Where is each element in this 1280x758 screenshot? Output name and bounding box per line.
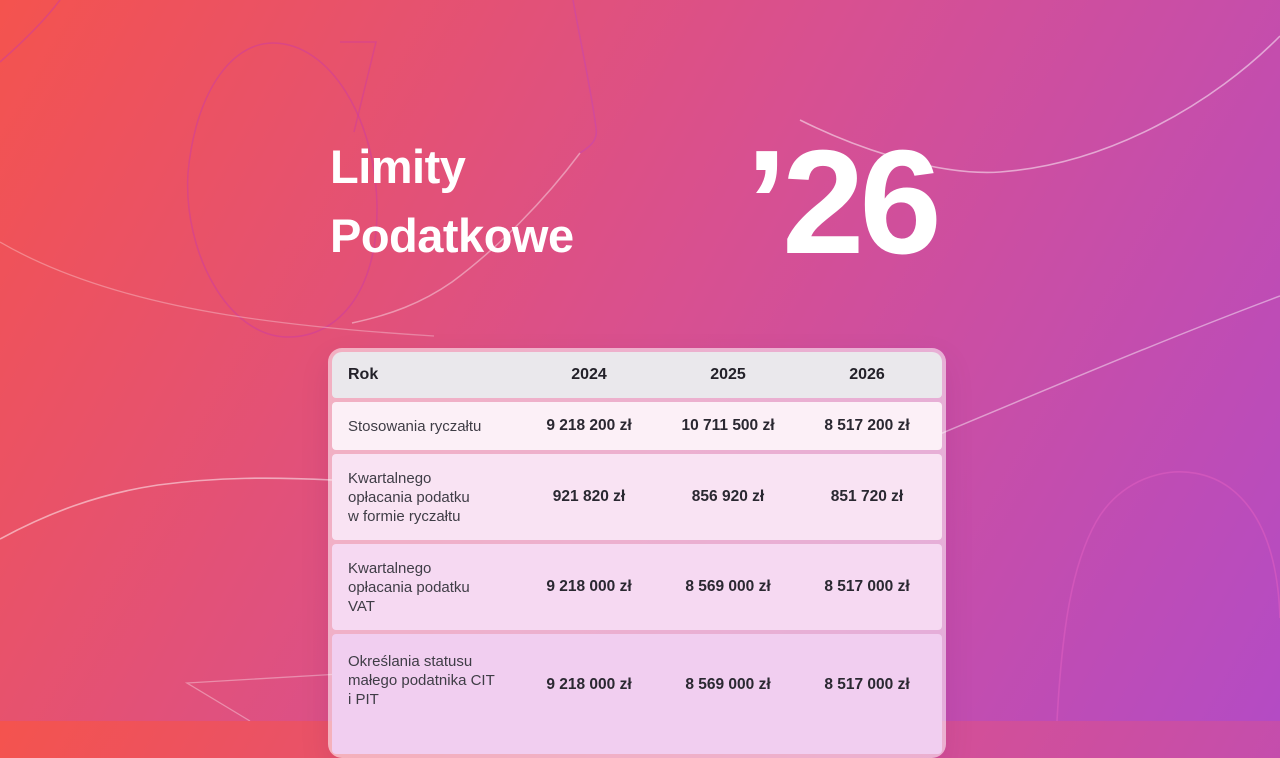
tax-limits-table: Rok 2024 2025 2026 Stosowania ryczałtu 9… bbox=[328, 348, 946, 758]
title-line-1: Limity bbox=[330, 140, 466, 193]
row-value-2024: 921 820 zł bbox=[552, 488, 626, 505]
year-badge: ’26 bbox=[746, 120, 942, 285]
row-label: Stosowania ryczałtu bbox=[348, 417, 482, 435]
row-value-2025: 10 711 500 zł bbox=[681, 417, 775, 434]
arch-outline-decoration bbox=[1056, 471, 1280, 721]
table-row: Określania statusu małego podatnika CIT … bbox=[332, 634, 942, 754]
row-label: Kwartalnego opłacania podatku VAT bbox=[348, 559, 470, 615]
row-value-2025: 856 920 zł bbox=[691, 488, 765, 505]
row-label: Określania statusu małego podatnika CIT … bbox=[348, 653, 495, 708]
column-header-rok: Rok bbox=[348, 366, 379, 383]
column-header-2026: 2026 bbox=[849, 366, 885, 383]
right-arc-decoration bbox=[939, 295, 1280, 435]
row-value-2026: 8 517 000 zł bbox=[824, 676, 910, 693]
table-row: Stosowania ryczałtu 9 218 200 zł 10 711 … bbox=[332, 402, 942, 450]
row-value-2024: 9 218 000 zł bbox=[546, 578, 632, 595]
row-value-2025: 8 569 000 zł bbox=[685, 676, 771, 693]
row-label: Kwartalnego opłacania podatku w formie r… bbox=[348, 469, 470, 525]
row-value-2026: 8 517 200 zł bbox=[824, 417, 910, 434]
row-value-2026: 8 517 000 zł bbox=[824, 578, 910, 595]
row-value-2025: 8 569 000 zł bbox=[685, 578, 771, 595]
row-value-2024: 9 218 200 zł bbox=[546, 417, 632, 434]
bottom-left-curve-decoration bbox=[0, 477, 333, 540]
table-row: Kwartalnego opłacania podatku VAT 9 218 … bbox=[332, 544, 942, 630]
row-value-2024: 9 218 000 zł bbox=[546, 676, 632, 693]
corner-curve-decoration bbox=[0, 0, 61, 63]
table-header-row: Rok 2024 2025 2026 bbox=[332, 352, 942, 398]
table-row: Kwartalnego opłacania podatku w formie r… bbox=[332, 454, 942, 540]
diagonal-line-decoration bbox=[572, 0, 598, 154]
column-header-2024: 2024 bbox=[571, 366, 607, 383]
bottom-angular-decoration bbox=[184, 673, 341, 721]
row-value-2026: 851 720 zł bbox=[830, 488, 904, 505]
angular-mark-decoration bbox=[340, 41, 377, 133]
title-line-2: Podatkowe bbox=[330, 209, 574, 262]
page-title: Limity Podatkowe bbox=[330, 132, 574, 270]
column-header-2025: 2025 bbox=[710, 366, 746, 383]
